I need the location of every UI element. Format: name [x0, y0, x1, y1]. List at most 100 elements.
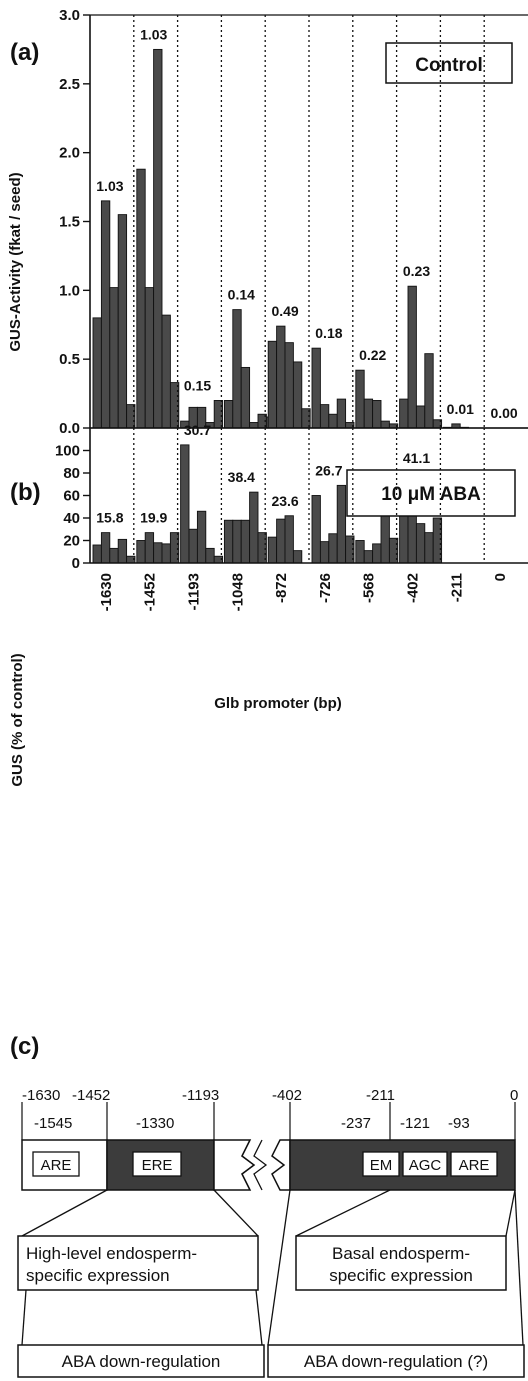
panel-b-bar — [144, 532, 155, 564]
panel-a-bar — [319, 404, 330, 429]
panel-a-mean-label: 1.03 — [96, 178, 123, 194]
panel-a-bar — [311, 347, 321, 429]
aba-label: 10 μM ABA — [381, 484, 481, 505]
x-category-label: -872 — [273, 573, 290, 603]
x-category-labels: -1630 -1452 -1193 -1048 -872 -726 -568 -402 -211… — [98, 573, 509, 611]
element-agc: AGC — [409, 1157, 442, 1174]
panel-a-bar — [284, 342, 294, 429]
element-box-em — [362, 1151, 400, 1177]
panel-a-bar — [355, 369, 365, 429]
panel-b-bar — [372, 543, 382, 564]
panel-b-bar — [161, 543, 171, 564]
panel-b-label: (b) — [10, 479, 41, 506]
chart-panel-a: (a) 3.0 2.5 2.0 1.5 1.0 0.5 0.0 GUS-Activity (… — [7, 7, 518, 437]
expression-basal-line1: Basal endosperm- — [332, 1244, 470, 1263]
panel-a-bar — [161, 314, 171, 429]
chart-panel-b: (b) 100 80 60 40 20 0 GUS (% of control) 15.8… — [9, 422, 516, 787]
panel-b-bar — [180, 444, 190, 564]
panel-b-bar — [223, 519, 234, 564]
panel-a-bar — [267, 340, 278, 429]
panel-b-bar — [205, 547, 215, 564]
panel-b-mean-label: 30.7 — [184, 422, 211, 438]
break-mark-1 — [241, 1139, 256, 1191]
regulation-2: ABA down-regulation (?) — [304, 1352, 488, 1371]
panel-b-bar — [319, 541, 330, 564]
element-box-ere — [132, 1151, 182, 1177]
panel-b-bar — [267, 536, 278, 564]
x-category-label: -568 — [361, 573, 378, 603]
panel-b-bar — [276, 518, 286, 564]
control-label-box — [385, 42, 513, 84]
panel-b-bar — [249, 491, 259, 564]
panel-b-mean-label: 38.4 — [228, 469, 255, 485]
panel-a-mean-label: 0.23 — [403, 263, 430, 279]
panel-a-y-tick-label: 0.0 — [59, 420, 80, 437]
panel-a-bar — [380, 420, 390, 429]
panel-a-bar — [109, 287, 119, 429]
panel-a-bar — [399, 398, 409, 429]
panel-b-y-tick-label: 0 — [72, 555, 80, 572]
panel-b-y-tick-label: 20 — [63, 533, 80, 550]
panel-a-mean-labels: 1.03 1.03 0.15 0.14 0.49 0.18 0.22 0.23 0.01 0.00 — [96, 26, 518, 421]
panel-b-bar — [153, 542, 163, 564]
axis-frames — [89, 14, 528, 564]
x-category-label: -402 — [405, 573, 422, 603]
panel-b-bars — [92, 444, 443, 564]
coord-402: -402 — [272, 1087, 302, 1104]
panel-b-bar — [328, 533, 338, 564]
panel-a-bar — [100, 200, 111, 429]
connector-1a — [21, 1189, 108, 1237]
panel-b-mean-label: 15.8 — [96, 510, 123, 526]
panel-a-bar — [117, 214, 128, 429]
regulation-box-2 — [267, 1344, 525, 1378]
panel-a-mean-label: 0.22 — [359, 347, 386, 363]
coord-1193: -1193 — [182, 1087, 219, 1104]
panel-b-mean-label: 41.1 — [403, 450, 430, 466]
panel-a-y-tick-label: 1.0 — [59, 282, 80, 299]
panel-b-bar — [136, 540, 146, 564]
panel-a-bar — [328, 413, 338, 429]
panel-a-mean-label: 0.15 — [184, 377, 211, 393]
panel-b-mean-label: 19.9 — [140, 510, 167, 526]
panel-b-y-tick-label: 40 — [63, 510, 80, 527]
panel-b-bar — [311, 495, 321, 564]
panel-a-y-axis-label: GUS-Activity (fkat / seed) — [7, 172, 24, 351]
x-category-label: 0 — [492, 573, 509, 581]
element-box-agc — [402, 1151, 448, 1177]
panel-b-mean-label: 23.6 — [271, 493, 298, 509]
panel-a-bar — [240, 366, 251, 429]
panel-a-y-tick-label: 0.5 — [59, 351, 80, 368]
break-mark-2 — [253, 1139, 268, 1191]
panel-b-y-tick-label: 60 — [63, 488, 80, 505]
coord-93: -93 — [448, 1115, 470, 1132]
panel-a-y-tick-label: 2.5 — [59, 76, 80, 93]
expression-box-basal — [295, 1235, 507, 1291]
aba-label-box — [346, 469, 516, 517]
connector-2a — [267, 1189, 291, 1346]
panel-b-bar — [232, 519, 242, 564]
panel-a-mean-label: 0.00 — [490, 405, 517, 421]
panel-a-mean-label: 0.01 — [447, 401, 474, 417]
coord-0: 0 — [510, 1087, 518, 1104]
panel-a-mean-label: 1.03 — [140, 26, 167, 42]
coord-1545: -1545 — [34, 1115, 72, 1132]
panel-a-bar — [144, 287, 155, 429]
regulation-1: ABA down-regulation — [62, 1352, 221, 1371]
element-ere: ERE — [142, 1157, 173, 1174]
element-box-are-1 — [32, 1151, 80, 1177]
panel-b-mean-label: 26.7 — [315, 462, 342, 478]
panel-b-y-axis-label: GUS (% of control) — [9, 653, 26, 786]
x-category-label: -1452 — [142, 573, 159, 611]
element-em: EM — [370, 1157, 393, 1174]
panel-b-bar — [188, 528, 198, 564]
regulation-box-1 — [17, 1344, 265, 1378]
x-category-label: -1048 — [229, 573, 246, 611]
panel-b-bar — [336, 484, 347, 564]
element-box-are-2 — [450, 1151, 498, 1177]
panel-a-bar — [415, 405, 426, 429]
panel-a-bar — [249, 422, 259, 429]
panel-b-bar — [100, 532, 111, 564]
panel-a-bar — [213, 400, 224, 429]
panel-c-label: (c) — [10, 1033, 39, 1060]
